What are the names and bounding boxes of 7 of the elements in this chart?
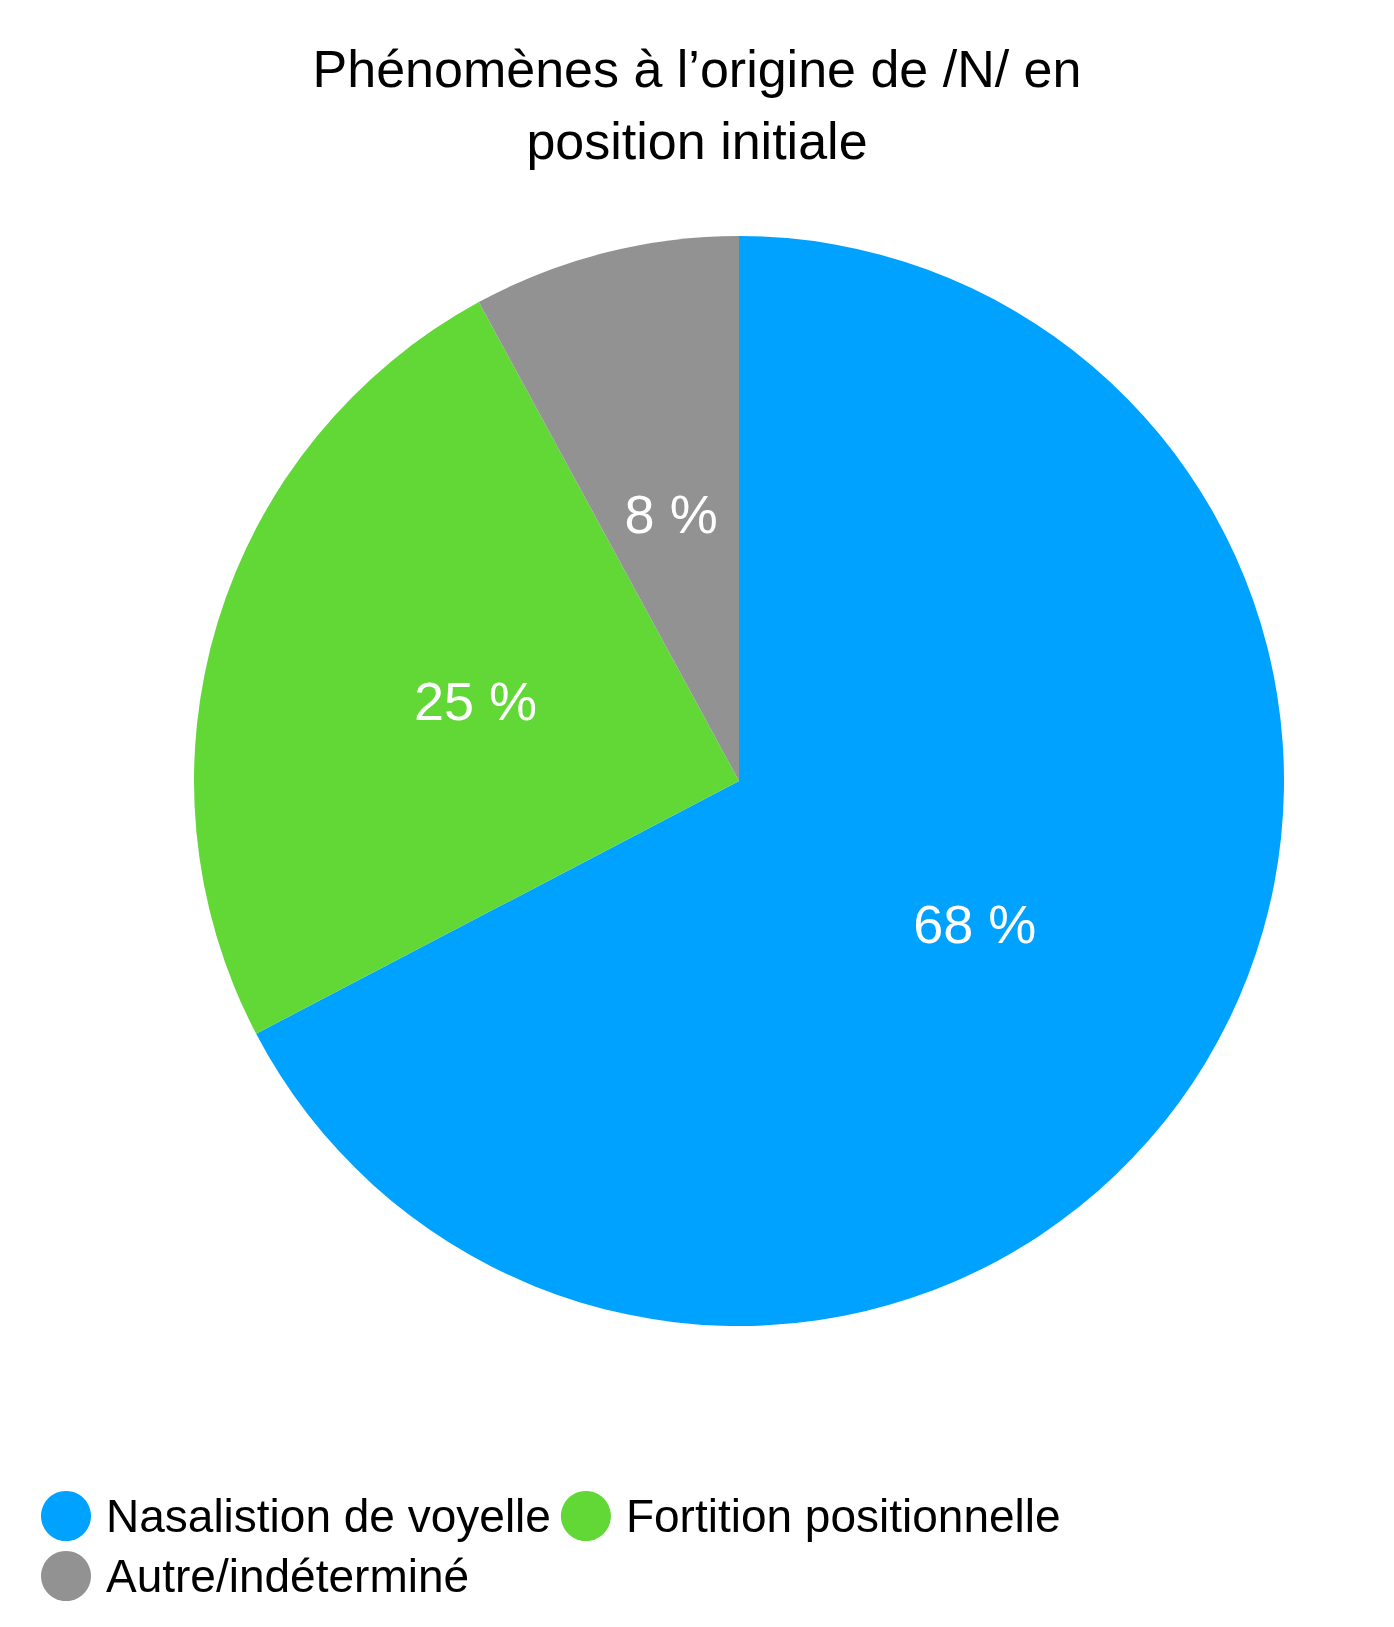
chart-title: Phénomènes à l’origine de /N/ en position initiale <box>312 40 1082 170</box>
legend-label: Nasalistion de voyelle <box>106 1490 551 1542</box>
data-label: 25 % <box>413 670 537 731</box>
data-label: 68 % <box>913 893 1037 954</box>
legend-label: Fortition positionnelle <box>625 1490 1061 1542</box>
legend-label: Autre/indéterminé <box>106 1550 470 1602</box>
data-label: 8 % <box>624 483 718 544</box>
